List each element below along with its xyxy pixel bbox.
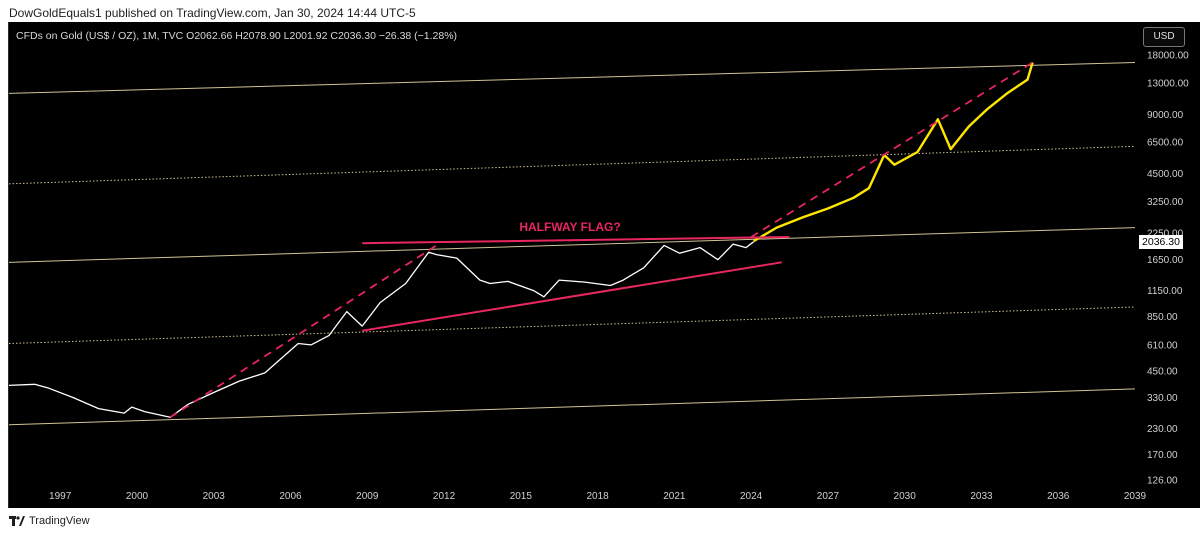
x-tick-label: 1997: [49, 491, 72, 502]
footer: [0, 508, 1200, 536]
currency-button[interactable]: USD: [1143, 27, 1185, 47]
x-tick-label: 2000: [126, 491, 149, 502]
y-tick-label: 850.00: [1147, 312, 1178, 323]
y-tick-label: 450.00: [1147, 366, 1178, 377]
y-tick-label: 3250.00: [1147, 197, 1184, 208]
y-tick-label: 2250.00: [1147, 229, 1184, 240]
y-tick-label: 1150.00: [1147, 286, 1183, 297]
last-price-badge: 2036.30: [1139, 235, 1183, 249]
x-tick-label: 2024: [740, 491, 763, 502]
x-tick-label: 2006: [279, 491, 302, 502]
halfway-flag-annotation: HALFWAY FLAG?: [519, 220, 620, 234]
chart-area[interactable]: [8, 22, 1141, 508]
y-tick-label: 13000.00: [1147, 78, 1189, 89]
x-tick-label: 2018: [586, 491, 609, 502]
x-tick-label: 2003: [203, 491, 226, 502]
price-axis[interactable]: [1140, 22, 1200, 508]
tradingview-logo[interactable]: TradingView: [9, 515, 90, 527]
y-tick-label: 1650.00: [1147, 255, 1184, 266]
y-tick-label: 170.00: [1147, 450, 1178, 461]
channel-line-2: [8, 227, 1136, 263]
x-tick-label: 2030: [894, 491, 917, 502]
y-tick-label: 18000.00: [1147, 51, 1189, 62]
y-tick-label: 6500.00: [1147, 138, 1184, 149]
x-tick-label: 2015: [510, 491, 533, 502]
series-projection-1: [753, 62, 1034, 243]
tradingview-logo-icon: [9, 516, 25, 526]
symbol-legend: CFDs on Gold (US$ / OZ), 1M, TVC O2062.6…: [16, 30, 458, 42]
x-tick-label: 2027: [817, 491, 840, 502]
y-tick-label: 126.00: [1147, 476, 1178, 487]
publish-info-text: DowGoldEquals1 published on TradingView.…: [9, 6, 416, 20]
x-tick-label: 2012: [433, 491, 456, 502]
channel-line-4: [8, 388, 1136, 426]
x-tick-label: 2021: [663, 491, 686, 502]
series-trendline-dashed-4: [169, 244, 437, 419]
x-tick-label: 2009: [356, 491, 379, 502]
channel-line-1: [8, 145, 1136, 185]
channel-line-3: [8, 306, 1136, 345]
x-tick-label: 2039: [1124, 491, 1147, 502]
x-tick-label: 2033: [970, 491, 993, 502]
series-trendline-3: [362, 236, 790, 245]
y-tick-label: 230.00: [1147, 424, 1178, 435]
channel-line-0: [8, 61, 1136, 94]
tradingview-logo-text: TradingView: [29, 515, 90, 527]
y-tick-label: 330.00: [1147, 393, 1178, 404]
publish-header: DowGoldEquals1 published on TradingView.…: [0, 0, 1200, 22]
x-tick-label: 2036: [1047, 491, 1070, 502]
series-trendline-2: [362, 261, 782, 332]
y-tick-label: 610.00: [1147, 340, 1178, 351]
y-tick-label: 4500.00: [1147, 169, 1184, 180]
series-price-0: [8, 241, 755, 418]
y-tick-label: 9000.00: [1147, 110, 1184, 121]
series-trendline-dashed-5: [750, 61, 1034, 238]
